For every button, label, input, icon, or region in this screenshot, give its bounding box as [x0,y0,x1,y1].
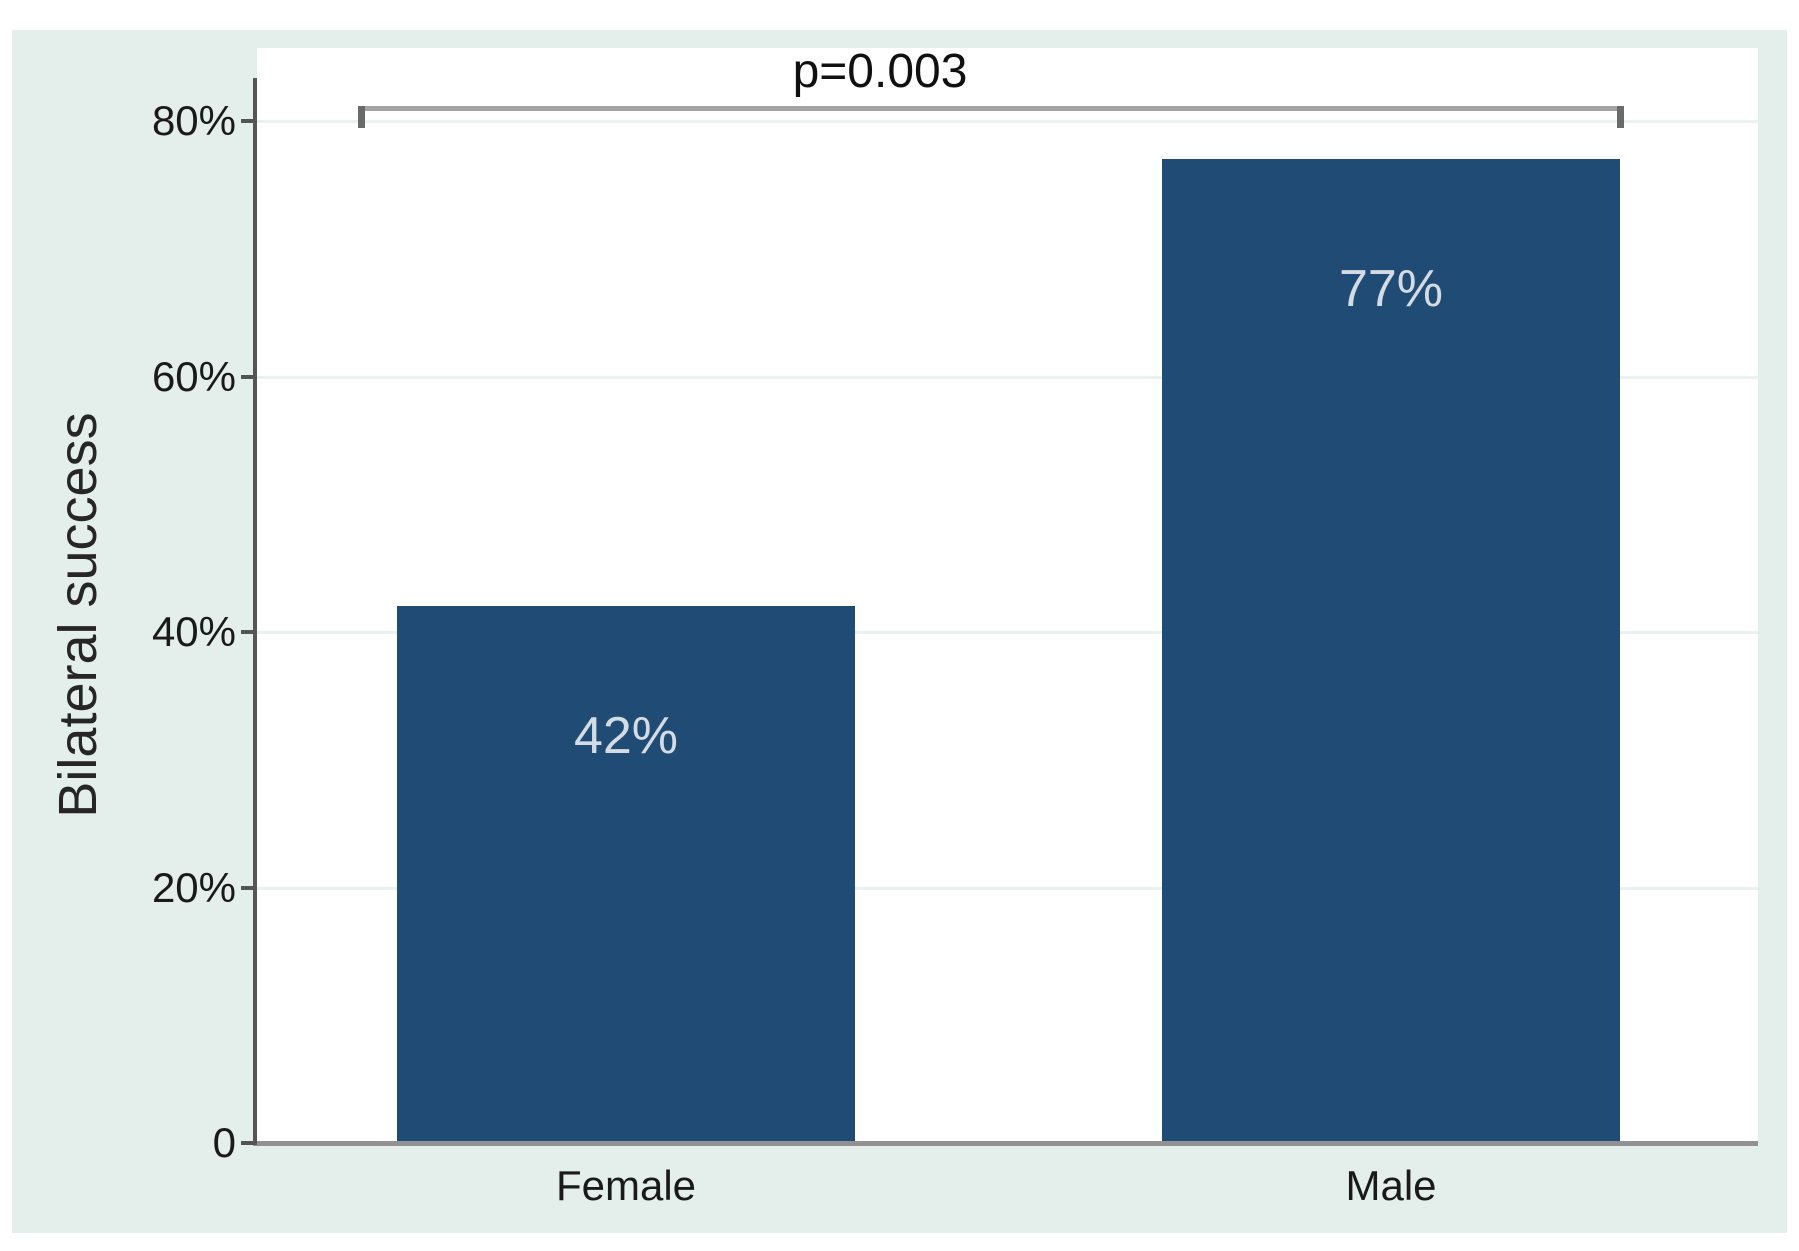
y-tick [241,1141,257,1145]
y-tick [241,119,257,123]
gridline [257,631,1758,634]
bar-male: 77% [1162,159,1620,1143]
y-tick-label: 40% [151,608,236,655]
bracket-end-right [1617,106,1624,128]
p-value-label: p=0.003 [792,45,968,98]
y-tick-label: 80% [151,97,236,144]
y-tick [241,630,257,634]
y-axis-line [253,78,257,1143]
bar-value-label: 77% [1338,260,1444,319]
significance-bracket [360,106,1622,111]
y-tick-label: 60% [151,352,236,400]
y-tick-label: 0 [212,1119,236,1166]
y-tick-label: 20% [151,863,236,911]
x-axis-line [253,1141,1758,1146]
gridline [257,120,1758,123]
y-tick [241,885,257,890]
gridline [257,375,1758,379]
bracket-end-left [358,106,365,128]
gridline [257,886,1758,890]
bar-value-label: 42% [573,707,679,766]
plot-area: 42% 77% [257,48,1758,1143]
x-category-label: Female [555,1162,697,1209]
bar-female: 42% [397,606,855,1143]
x-category-label: Male [1345,1162,1437,1209]
y-tick [241,374,257,379]
